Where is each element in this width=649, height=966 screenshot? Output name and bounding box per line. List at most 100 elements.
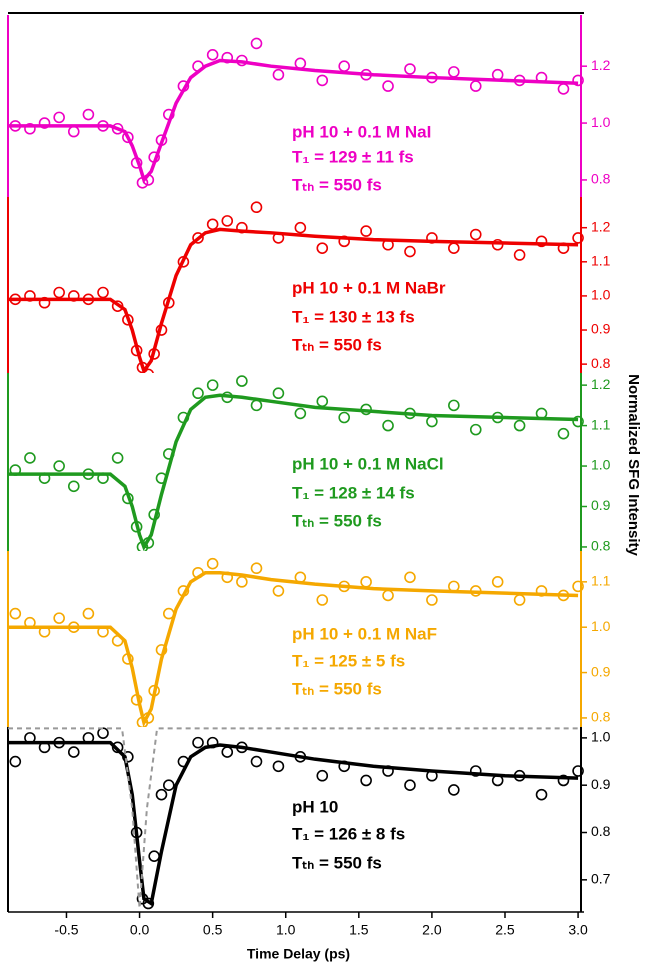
data-point [404,571,416,584]
y-tick-label: 0.9 [591,776,611,792]
data-point [162,779,175,791]
annotation: Tₜₕ = 550 fs [292,679,382,698]
data-point [221,746,234,758]
data-point [382,80,394,92]
data-point [360,774,372,787]
annotation: T₁ = 126 ± 8 fs [292,824,405,843]
y-tick-label: 0.7 [591,871,611,887]
data-point [316,769,329,782]
annotation: Tₜₕ = 550 fs [292,335,382,354]
data-point [82,607,95,620]
data-point [294,221,307,234]
data-point [535,788,548,801]
data-point [192,387,204,400]
fit-line [8,740,579,907]
data-point [272,68,285,81]
x-tick-label: 1.5 [349,922,369,938]
data-point [316,594,329,606]
data-point [316,74,329,87]
fit-line [8,571,579,727]
data-point [448,399,460,412]
data-point [572,232,584,244]
data-point [404,779,416,791]
data-point [557,83,570,95]
data-point [148,850,160,862]
data-point [9,607,22,620]
data-point [513,594,526,606]
data-point [491,576,504,588]
data-point [236,576,248,588]
data-point [469,80,482,92]
annotation: pH 10 + 0.1 M NaI [292,122,431,141]
data-point [97,286,109,299]
data-point [338,411,350,424]
data-point [142,368,154,373]
data-point [122,131,134,144]
data-point [53,111,65,124]
data-point [155,788,168,801]
y-tick-label: 1.0 [591,457,611,473]
data-point [272,387,285,400]
data-point [250,37,263,50]
data-point [469,423,482,436]
data-point [535,235,548,248]
y-axis-label: Normalized SFG Intensity [625,374,642,556]
data-point [111,122,124,135]
data-point [404,245,416,258]
data-point [38,117,51,129]
data-point [206,379,219,391]
data-point [360,225,372,237]
x-tick-label: 0.5 [203,922,223,938]
y-tick-label: 1.2 [591,376,611,392]
y-tick-label: 1.2 [591,57,611,73]
data-point [557,427,570,440]
data-point [404,63,416,75]
data-point [448,66,460,78]
data-point [426,594,438,606]
x-axis-label: Time Delay (ps) [247,946,350,962]
data-point [572,74,584,87]
data-point [491,68,504,81]
data-point [111,741,124,754]
y-tick-label: 0.8 [591,171,611,187]
y-tick-label: 1.0 [591,618,611,634]
data-point [142,897,155,910]
y-tick-label: 0.9 [591,497,611,513]
data-point [572,580,584,593]
data-point [236,375,248,387]
annotation: Tₜₕ = 550 fs [292,853,382,872]
x-tick-label: 0.0 [130,922,150,938]
data-point [513,249,526,261]
y-tick-label: 0.8 [591,709,611,725]
data-point [67,125,80,138]
fit-line [8,58,579,184]
y-tick-label: 0.8 [591,355,611,371]
data-point [67,746,80,758]
data-point [192,736,204,749]
data-point [469,765,482,777]
data-point [206,557,219,570]
data-point [572,765,584,777]
annotation: pH 10 [292,797,338,816]
data-point [491,238,504,251]
x-tick-label: -0.5 [54,922,78,938]
data-point [448,784,460,796]
y-tick-label: 0.9 [591,663,611,679]
data-point [469,228,482,241]
y-tick-label: 0.8 [591,823,611,839]
data-point [294,407,307,420]
fit-line [8,227,579,373]
data-point [294,57,307,70]
data-point [572,415,584,428]
data-point [53,286,65,299]
annotation: T₁ = 130 ± 13 fs [292,307,415,326]
data-point [382,589,394,602]
data-point [448,242,460,254]
data-point [206,218,219,231]
data-point [97,727,109,739]
annotation: Tₜₕ = 550 fs [292,175,382,194]
annotation: T₁ = 125 ± 5 fs [292,651,405,670]
data-point [111,452,124,464]
data-point [360,576,372,588]
